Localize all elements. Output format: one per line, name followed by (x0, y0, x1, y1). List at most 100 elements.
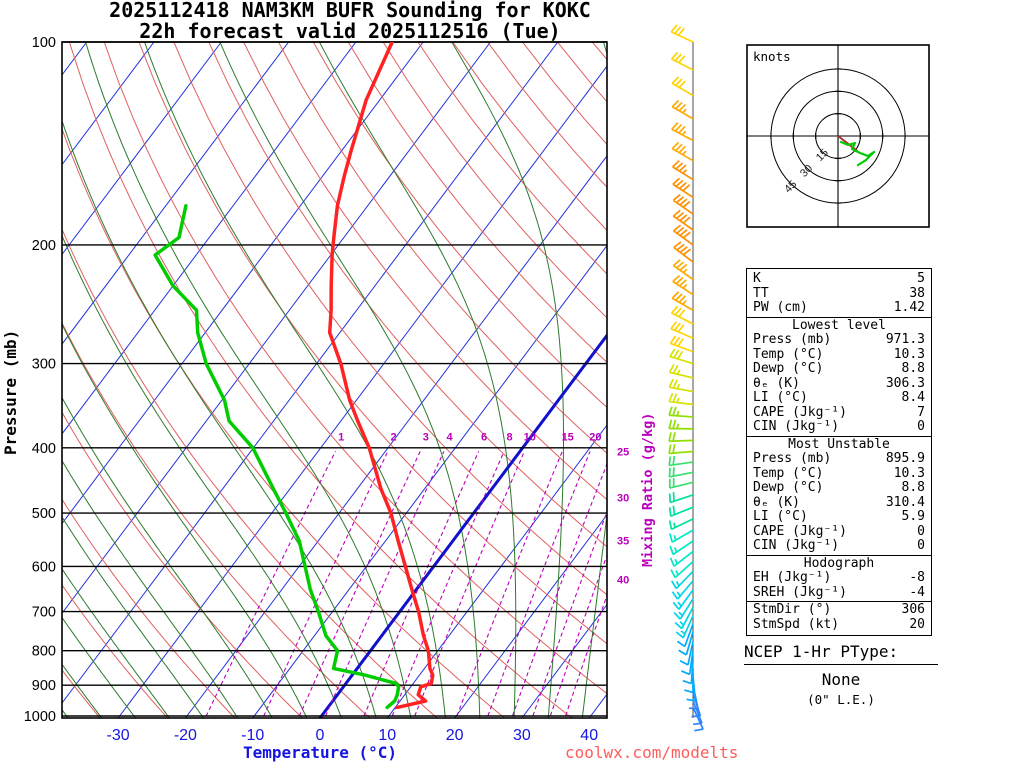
mixing-ratio-label: 10 (524, 432, 536, 444)
stats-row-label: Press (mb) (753, 452, 831, 467)
stats-row-label: StmDir (°) (753, 603, 831, 618)
stats-row-value: 1.42 (894, 301, 925, 316)
stats-row: SREH (Jkg⁻¹)-4 (747, 586, 931, 601)
moist-adiabat-line (581, 27, 629, 729)
temperature-tick-label: 0 (316, 727, 325, 744)
chart-title-line2: 22h forecast valid 2025112516 (Tue) (139, 19, 560, 43)
wind-barb-feather (679, 650, 687, 655)
wind-barb-feather (669, 393, 672, 401)
temperature-axis-label: Temperature (°C) (243, 743, 397, 762)
hodograph-units-label: knots (753, 49, 791, 64)
stats-row-label: K (753, 272, 761, 287)
wind-barb-half-feather (677, 398, 679, 403)
dry-adiabat-line (418, 42, 1024, 729)
stats-row-label: θₑ (K) (753, 496, 800, 511)
stats-row: StmSpd (kt)20 (747, 618, 931, 633)
moist-adiabat-line (0, 27, 312, 729)
isotherm-line (0, 42, 491, 718)
sounding-curves (155, 42, 433, 707)
wind-barb (669, 420, 693, 429)
ptype-value: None (744, 670, 938, 689)
stats-row: Dewp (°C)8.8 (747, 362, 931, 377)
stats-row-label: PW (cm) (753, 301, 808, 316)
isotherm-line (0, 42, 423, 718)
pressure-tick-label: 500 (32, 506, 56, 522)
wind-barb-feather (673, 432, 675, 441)
pressure-tick-label: 900 (32, 678, 56, 694)
stats-row-value: 8.4 (902, 391, 925, 406)
moist-adiabat-line (0, 27, 211, 729)
wind-barb-feather (673, 380, 677, 388)
stats-row-value: 38 (909, 287, 925, 302)
wind-barb (673, 178, 693, 197)
wind-barb (672, 142, 693, 160)
wind-barb-feather (680, 661, 688, 665)
wind-barb-feather (669, 379, 673, 387)
wind-barb-feather (670, 546, 673, 555)
wind-barb-half-feather (675, 559, 677, 564)
wind-barb-feather (674, 350, 679, 358)
moist-adiabat-line (139, 27, 446, 729)
wind-barb-feather (673, 394, 676, 402)
wind-barb (674, 242, 693, 262)
wind-barb (669, 393, 693, 404)
wind-barb-staff (671, 32, 693, 42)
stats-row-label: Dewp (°C) (753, 362, 823, 377)
stats-row-value: 0 (917, 420, 925, 435)
mixing-ratio-label: 40 (617, 574, 629, 586)
stats-row-value: 895.9 (886, 452, 925, 467)
mixing-ratio-line (410, 451, 525, 729)
wind-barb-half-feather (677, 581, 680, 585)
wind-barb (673, 275, 693, 294)
wind-barb (672, 52, 693, 70)
moist-adiabat-line (0, 27, 177, 729)
wind-barb-feather (669, 407, 672, 416)
wind-barb-feather (670, 336, 675, 343)
stats-row-label: LI (°C) (753, 510, 808, 525)
wind-barb-half-feather (683, 170, 687, 173)
stats-row-label: CIN (Jkg⁻¹) (753, 420, 839, 435)
hodograph-ring-label: 45 (782, 178, 799, 195)
wind-barb-feather (669, 432, 671, 441)
wind-barb-feather (673, 420, 675, 429)
wind-barb-feather (670, 365, 674, 373)
wind-barb-feather (670, 507, 671, 516)
wind-barb-staff (670, 372, 693, 377)
wind-barb-staff (672, 313, 693, 324)
wind-barb-feather (687, 699, 696, 700)
wind-barb (672, 581, 693, 599)
mixing-ratio-label: 8 (506, 432, 512, 444)
wind-barb-feather (674, 337, 679, 344)
wind-barb-feather (673, 407, 676, 416)
wind-barb-feather (678, 351, 683, 359)
temperature-tick-label: -30 (107, 727, 130, 744)
wind-barb-feather (671, 558, 675, 566)
wind-barb-half-feather (682, 131, 685, 135)
mixing-ratio-line (546, 451, 646, 729)
wind-barb-feather (677, 641, 684, 646)
mixing-ratio-label: 25 (617, 446, 629, 458)
stats-row-value: -4 (909, 586, 925, 601)
stats-row-value: -8 (909, 571, 925, 586)
wind-barb-feather (693, 723, 702, 724)
stats-row-label: EH (Jkg⁻¹) (753, 571, 831, 586)
wind-barb (670, 519, 693, 530)
stats-row-label: CAPE (Jkg⁻¹) (753, 406, 847, 421)
wind-barb-staff (669, 387, 693, 391)
stats-section-header: Lowest level (747, 319, 931, 334)
dry-adiabat-line (174, 42, 791, 729)
stats-row-label: StmSpd (kt) (753, 618, 839, 633)
wind-barb-half-feather (677, 370, 679, 374)
wind-barb-feather (673, 467, 674, 476)
stats-row: θₑ (K)306.3 (747, 377, 931, 392)
wind-barb (670, 365, 693, 378)
ptype-note: (0" L.E.) (744, 692, 938, 707)
mixing-ratio-line (528, 451, 630, 729)
